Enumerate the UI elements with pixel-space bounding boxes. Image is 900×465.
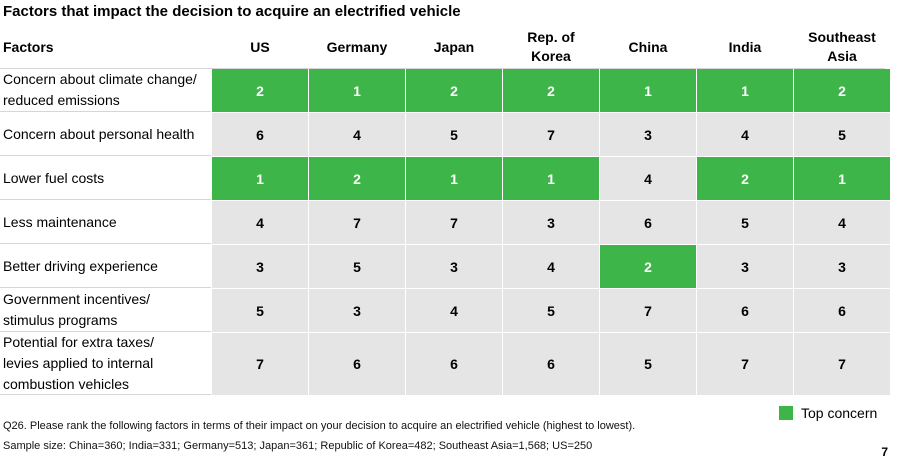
row-label: Less maintenance: [0, 201, 211, 244]
ranking-table: Factors US Germany Japan Rep. of Korea China In…: [0, 26, 890, 395]
rank-cell-germany: 6: [309, 333, 405, 395]
rank-cell-rep-of-korea: 3: [503, 201, 599, 244]
rank-cell-japan: 1: [406, 157, 502, 200]
sample-size-note: Sample size: China=360; India=331; Germa…: [3, 440, 593, 452]
rank-cell-india: 3: [697, 245, 793, 288]
rank-cell-india: 1: [697, 69, 793, 112]
rank-cell-southeast-asia: 2: [794, 69, 890, 112]
row-label: Concern about climate change/reduced emi…: [0, 69, 211, 112]
rank-cell-india: 6: [697, 289, 793, 332]
legend-label: Top concern: [801, 405, 878, 421]
rank-cell-china: 7: [600, 289, 696, 332]
column-header-china: China: [600, 26, 696, 68]
rank-cell-china: 6: [600, 201, 696, 244]
rank-cell-germany: 3: [309, 289, 405, 332]
rank-cell-china: 1: [600, 69, 696, 112]
rank-cell-japan: 4: [406, 289, 502, 332]
rank-cell-china: 2: [600, 245, 696, 288]
header-divider: [0, 68, 885, 69]
rank-cell-china: 4: [600, 157, 696, 200]
rank-cell-japan: 6: [406, 333, 502, 395]
rank-cell-japan: 3: [406, 245, 502, 288]
rank-cell-china: 3: [600, 113, 696, 156]
rank-cell-japan: 2: [406, 69, 502, 112]
column-header-rep-of-korea: Rep. of Korea: [503, 26, 599, 68]
row-label: Lower fuel costs: [0, 157, 211, 200]
rank-cell-india: 4: [697, 113, 793, 156]
row-label: Concern about personal health: [0, 113, 211, 156]
rank-cell-germany: 5: [309, 245, 405, 288]
rank-cell-southeast-asia: 7: [794, 333, 890, 395]
page-number: 7: [881, 445, 888, 459]
chart-title: Factors that impact the decision to acqu…: [3, 3, 461, 20]
rank-cell-germany: 2: [309, 157, 405, 200]
rank-cell-us: 7: [212, 333, 308, 395]
rank-cell-japan: 5: [406, 113, 502, 156]
header-factors: Factors: [0, 26, 211, 68]
question-footnote: Q26. Please rank the following factors i…: [3, 420, 636, 432]
rank-cell-germany: 4: [309, 113, 405, 156]
rank-cell-southeast-asia: 3: [794, 245, 890, 288]
column-header-japan: Japan: [406, 26, 502, 68]
column-header-germany: Germany: [309, 26, 405, 68]
rank-cell-us: 5: [212, 289, 308, 332]
rank-cell-southeast-asia: 6: [794, 289, 890, 332]
rank-cell-germany: 1: [309, 69, 405, 112]
rank-cell-rep-of-korea: 5: [503, 289, 599, 332]
row-label: Government incentives/stimulus programs: [0, 289, 211, 332]
column-header-us: US: [212, 26, 308, 68]
rank-cell-southeast-asia: 4: [794, 201, 890, 244]
rank-cell-india: 2: [697, 157, 793, 200]
rank-cell-us: 2: [212, 69, 308, 112]
column-header-southeast-asia: Southeast Asia: [794, 26, 890, 68]
rank-cell-japan: 7: [406, 201, 502, 244]
rank-cell-rep-of-korea: 6: [503, 333, 599, 395]
rank-cell-india: 5: [697, 201, 793, 244]
rank-cell-china: 5: [600, 333, 696, 395]
column-header-india: India: [697, 26, 793, 68]
rank-cell-us: 4: [212, 201, 308, 244]
rank-cell-southeast-asia: 5: [794, 113, 890, 156]
legend-swatch: [779, 406, 793, 420]
rank-cell-us: 3: [212, 245, 308, 288]
rank-cell-india: 7: [697, 333, 793, 395]
row-label: Potential for extra taxes/levies applied…: [0, 333, 211, 395]
rank-cell-us: 6: [212, 113, 308, 156]
rank-cell-rep-of-korea: 7: [503, 113, 599, 156]
rank-cell-rep-of-korea: 4: [503, 245, 599, 288]
rank-cell-southeast-asia: 1: [794, 157, 890, 200]
rank-cell-rep-of-korea: 1: [503, 157, 599, 200]
legend: Top concern: [779, 405, 877, 421]
rank-cell-germany: 7: [309, 201, 405, 244]
rank-cell-rep-of-korea: 2: [503, 69, 599, 112]
row-label: Better driving experience: [0, 245, 211, 288]
rank-cell-us: 1: [212, 157, 308, 200]
